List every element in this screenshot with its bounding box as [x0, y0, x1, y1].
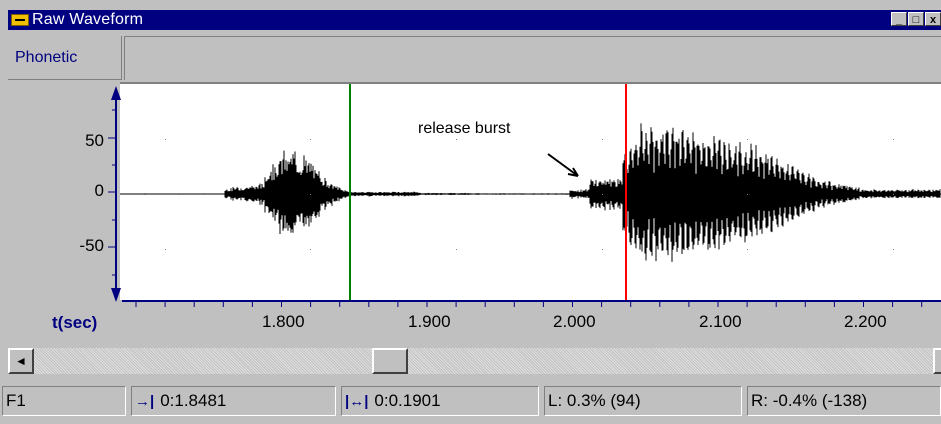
close-button[interactable]: x	[925, 12, 941, 26]
grid-dot	[310, 249, 311, 250]
grid-dot	[165, 139, 166, 140]
arrow-left-icon: ◄	[15, 354, 27, 368]
x-tick-label: 2.000	[553, 312, 596, 331]
x-tick-label: 2.200	[844, 312, 887, 331]
minimize-button[interactable]: _	[891, 12, 907, 26]
grid-dot	[747, 194, 748, 195]
grid-dot	[456, 194, 457, 195]
selection-length-value: 0:0.1901	[374, 391, 441, 410]
phonetic-tier-area[interactable]	[124, 36, 941, 80]
status-selection-length: |↔| 0:0.1901	[341, 386, 539, 416]
x-tick-label: 1.800	[262, 312, 305, 331]
status-field-f1: F1	[2, 386, 126, 416]
waveform-plot[interactable]: release burst	[120, 82, 941, 300]
maximize-button[interactable]: □	[908, 12, 924, 26]
release-burst-annotation: release burst	[418, 120, 511, 137]
grid-dot	[456, 139, 457, 140]
x-tick-label: 1.900	[408, 312, 451, 331]
grid-dot	[456, 249, 457, 250]
grid-dot	[893, 194, 894, 195]
y-tick-label: 0	[94, 181, 104, 200]
grid-dot	[747, 139, 748, 140]
scroll-right-button[interactable]: ►	[933, 348, 941, 374]
cursor-position-icon: →|	[135, 393, 155, 410]
grid-dot	[893, 249, 894, 250]
title-bar[interactable]: Raw Waveform _ □ x	[8, 10, 941, 30]
status-left-value: L: 0.3% (94)	[544, 386, 742, 416]
status-cursor-time: →| 0:1.8481	[131, 386, 336, 416]
grid-dot	[747, 249, 748, 250]
x-tick-label: 2.100	[699, 312, 742, 331]
phonetic-tier-label[interactable]: Phonetic	[8, 36, 122, 80]
y-tick-label: 50	[85, 131, 104, 150]
x-axis-label: t(sec)	[52, 313, 98, 332]
y-tick-label: -50	[79, 236, 104, 255]
raw-waveform-window: Raw Waveform _ □ x Phonetic release burs…	[8, 10, 941, 374]
grid-dot	[310, 194, 311, 195]
status-bar: F1 →| 0:1.8481 |↔| 0:0.1901 L: 0.3% (94) R…	[0, 378, 941, 424]
app-icon[interactable]	[11, 14, 29, 26]
waveform-signal	[120, 123, 941, 262]
grid-dot	[165, 249, 166, 250]
annotation-arrow	[547, 153, 579, 177]
window-title: Raw Waveform	[32, 11, 144, 28]
grid-dot	[893, 139, 894, 140]
window-controls: _ □ x	[891, 12, 941, 26]
grid-dot	[602, 139, 603, 140]
horizontal-scrollbar[interactable]: ◄ ►	[8, 348, 941, 374]
grid-dot	[310, 139, 311, 140]
selection-length-icon: |↔|	[345, 393, 369, 410]
grid-dot	[602, 249, 603, 250]
grid-dot	[602, 194, 603, 195]
scroll-thumb[interactable]	[372, 348, 408, 374]
grid-dot	[165, 194, 166, 195]
axis-panel	[8, 30, 121, 338]
status-right-value: R: -0.4% (-138)	[747, 386, 941, 416]
waveform-canvas[interactable]	[120, 84, 941, 300]
cursor-time-value: 0:1.8481	[160, 391, 227, 410]
scroll-left-button[interactable]: ◄	[8, 348, 34, 374]
